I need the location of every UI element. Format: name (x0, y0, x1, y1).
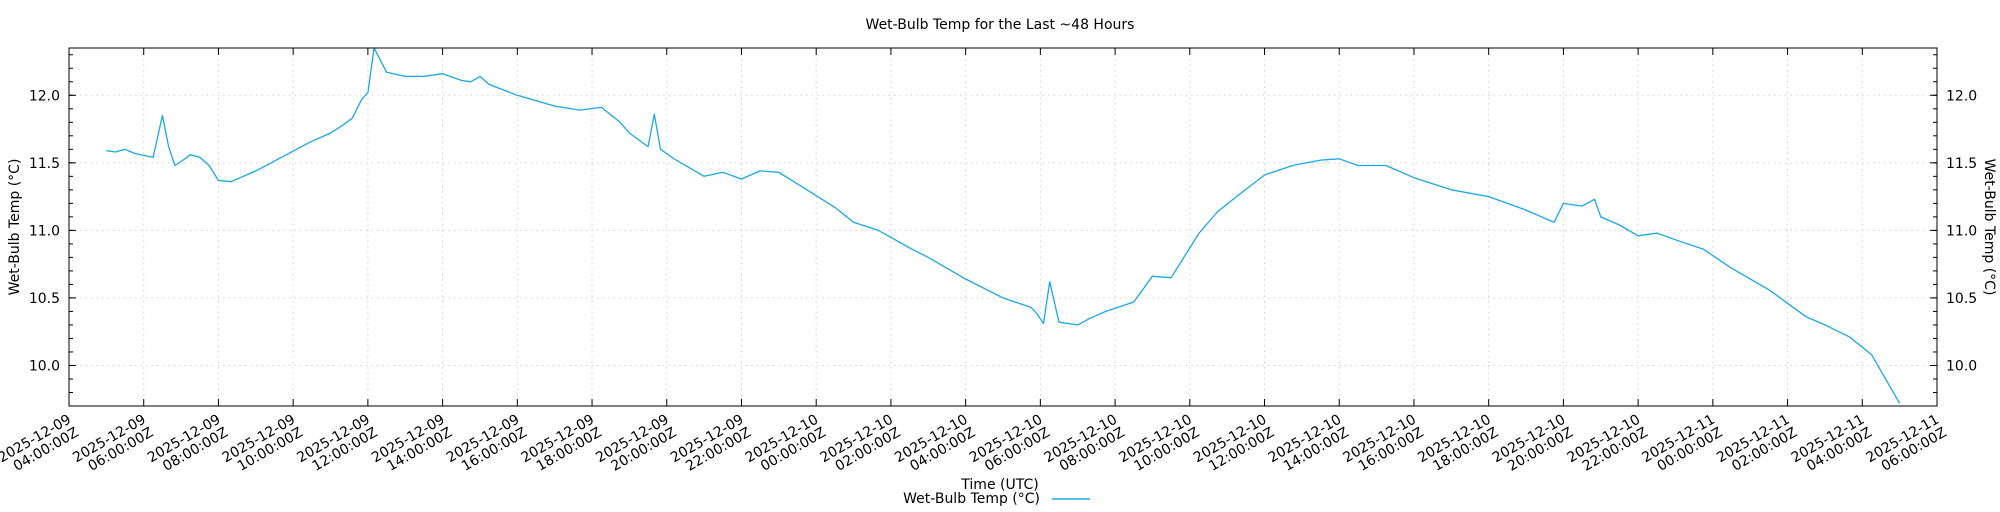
x-tick-label: 2025-12-0916:00:00Z (444, 412, 530, 480)
x-tick-label: 2025-12-1000:00:00Z (743, 412, 829, 480)
x-tick-label: 2025-12-1104:00:00Z (1789, 412, 1875, 480)
x-tick-label: 2025-12-0914:00:00Z (369, 412, 455, 480)
x-axis: 2025-12-0904:00:00Z2025-12-0906:00:00Z20… (0, 48, 1950, 480)
x-tick-label: 2025-12-0904:00:00Z (0, 412, 81, 480)
series-line (106, 47, 1901, 404)
x-tick-label: 2025-12-0920:00:00Z (593, 412, 679, 480)
y-tick-label-left: 11.0 (29, 223, 60, 239)
y-tick-label-right: 12.0 (1946, 88, 1977, 104)
x-axis-label: Time (UTC) (960, 477, 1038, 493)
y-tick-label-left: 12.0 (29, 88, 60, 104)
x-tick-label: 2025-12-1008:00:00Z (1042, 412, 1128, 480)
x-tick-label: 2025-12-1002:00:00Z (817, 412, 903, 480)
y-axis-right: 10.0 10.5 11.0 11.5 12.0 (1930, 54, 1977, 407)
y-axis-label-left: Wet-Bulb Temp (°C) (7, 159, 23, 296)
x-tick-label: 2025-12-0918:00:00Z (519, 412, 605, 480)
chart-title: Wet-Bulb Temp for the Last ~48 Hours (866, 17, 1135, 33)
plot-frame (68, 47, 1938, 407)
y-tick-label-right: 10.5 (1946, 291, 1977, 307)
x-tick-label: 2025-12-1010:00:00Z (1116, 412, 1202, 480)
x-tick-label: 2025-12-1016:00:00Z (1340, 412, 1426, 480)
x-tick-label: 2025-12-0922:00:00Z (668, 412, 754, 480)
legend: Wet-Bulb Temp (°C) (903, 491, 1090, 507)
y-tick-label-left: 10.5 (29, 291, 60, 307)
x-tick-label: 2025-12-1100:00:00Z (1639, 412, 1725, 480)
series-layer (106, 47, 1901, 404)
y-tick-label-right: 11.0 (1946, 223, 1977, 239)
y-tick-label-left: 10.0 (29, 358, 60, 374)
grid (68, 48, 1938, 406)
x-tick-label: 2025-12-0910:00:00Z (220, 412, 306, 480)
x-tick-label: 2025-12-1006:00:00Z (967, 412, 1053, 480)
x-tick-label: 2025-12-0912:00:00Z (294, 412, 380, 480)
x-tick-label: 2025-12-0906:00:00Z (70, 412, 156, 480)
x-tick-label: 2025-12-1106:00:00Z (1864, 412, 1950, 480)
y-tick-label-right: 10.0 (1946, 358, 1977, 374)
x-tick-label: 2025-12-1022:00:00Z (1565, 412, 1651, 480)
x-tick-label: 2025-12-1018:00:00Z (1415, 412, 1501, 480)
x-tick-label: 2025-12-1004:00:00Z (892, 412, 978, 480)
x-tick-label: 2025-12-1102:00:00Z (1714, 412, 1800, 480)
y-axis-label-right: Wet-Bulb Temp (°C) (1981, 159, 1997, 296)
x-tick-label: 2025-12-1020:00:00Z (1490, 412, 1576, 480)
x-tick-label: 2025-12-0908:00:00Z (145, 412, 231, 480)
y-tick-label-right: 11.5 (1946, 156, 1977, 172)
y-axis-left: 10.0 10.5 11.0 11.5 12.0 (29, 54, 76, 407)
legend-label: Wet-Bulb Temp (°C) (903, 491, 1040, 507)
x-tick-label: 2025-12-1014:00:00Z (1266, 412, 1352, 480)
x-tick-label: 2025-12-1012:00:00Z (1191, 412, 1277, 480)
y-tick-label-left: 11.5 (29, 156, 60, 172)
